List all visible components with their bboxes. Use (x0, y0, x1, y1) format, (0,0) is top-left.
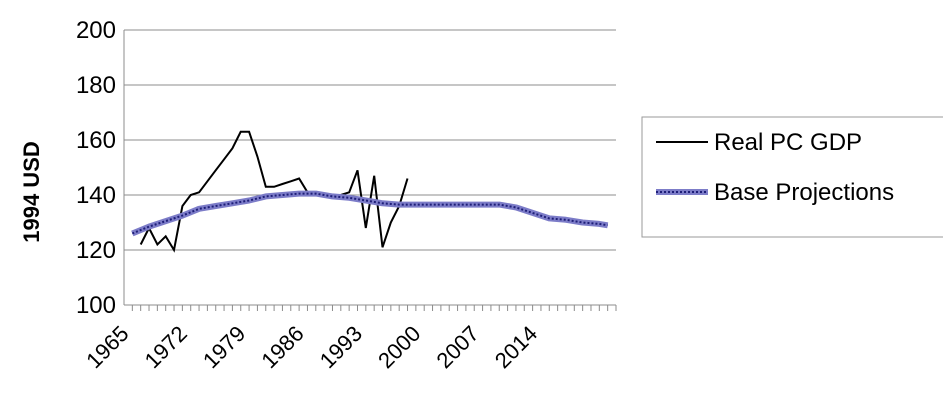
y-axis-title: 1994 USD (19, 141, 44, 243)
x-tick-label-1972: 1972 (140, 321, 192, 373)
y-tick-label-120: 120 (76, 237, 116, 264)
y-tick-label-140: 140 (76, 182, 116, 209)
y-axis-tick-labels: 100 120 140 160 180 200 (76, 17, 116, 319)
series-lines (131, 130, 609, 253)
x-tick-label-1979: 1979 (198, 321, 250, 373)
x-tick-label-2014: 2014 (490, 321, 542, 373)
y-tick-label-200: 200 (76, 17, 116, 44)
x-tick-label-1986: 1986 (256, 321, 308, 373)
y-tick-label-180: 180 (76, 72, 116, 99)
x-tick-label-2007: 2007 (431, 321, 483, 373)
y-tick-label-160: 160 (76, 127, 116, 154)
series-line-base-projections-band (131, 190, 609, 237)
x-axis-tick-labels: 1965 1972 1979 1986 1993 2000 2007 2014 (81, 321, 542, 373)
series-line-base-projections-dots (131, 192, 608, 235)
legend-label-real-pc-gdp: Real PC GDP (714, 129, 862, 156)
legend-box (641, 116, 943, 238)
x-tick-label-2000: 2000 (373, 321, 425, 373)
x-tick-label-1965: 1965 (81, 321, 133, 373)
legend: Real PC GDP Base Projections (641, 116, 943, 238)
x-tick-label-1993: 1993 (315, 321, 367, 373)
gridlines (124, 29, 616, 306)
y-tick-label-100: 100 (76, 292, 116, 319)
legend-label-base-projections: Base Projections (714, 179, 894, 206)
axes (123, 30, 617, 311)
series-line-real-pc-gdp (139, 130, 409, 253)
